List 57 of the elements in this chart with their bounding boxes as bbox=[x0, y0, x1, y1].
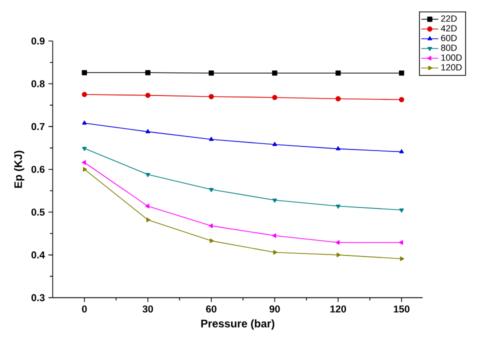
y-tick-label: 0.7 bbox=[31, 123, 44, 130]
point bbox=[208, 224, 213, 228]
point bbox=[82, 146, 87, 151]
point bbox=[398, 70, 404, 76]
point bbox=[336, 146, 340, 150]
point bbox=[336, 204, 340, 209]
y-tick-label: 0.6 bbox=[31, 166, 45, 173]
y-tick-label: 0.4 bbox=[31, 251, 45, 258]
point bbox=[145, 204, 150, 208]
x-axis-title: Pressure (bar) bbox=[201, 319, 274, 330]
point bbox=[398, 240, 404, 245]
legend-label: 22D bbox=[441, 15, 457, 22]
point bbox=[82, 167, 88, 172]
point bbox=[210, 238, 214, 244]
y-tick-label: 0.9 bbox=[31, 37, 45, 45]
y-tick-label: 0.5 bbox=[31, 208, 45, 216]
point bbox=[208, 94, 214, 100]
legend-label: 100D bbox=[441, 54, 462, 61]
y-axis-title: Ep (KJ) bbox=[14, 150, 24, 188]
x-tick-label: 120 bbox=[330, 305, 346, 313]
y-tick-label: 0.8 bbox=[31, 80, 45, 88]
point bbox=[208, 188, 214, 192]
x-tick-label: 0 bbox=[82, 305, 87, 313]
point bbox=[145, 92, 150, 98]
point bbox=[399, 208, 404, 213]
point bbox=[400, 256, 404, 262]
x-tick-label: 30 bbox=[142, 305, 153, 313]
point bbox=[336, 240, 340, 245]
point bbox=[399, 149, 404, 154]
point bbox=[273, 250, 278, 255]
x-tick-label: 90 bbox=[270, 305, 280, 313]
point bbox=[145, 70, 150, 76]
point bbox=[208, 136, 214, 141]
point bbox=[82, 92, 88, 98]
point bbox=[272, 198, 278, 203]
legend-label: 120D bbox=[441, 64, 462, 70]
point bbox=[146, 129, 150, 134]
point bbox=[272, 142, 278, 146]
legend-label: 42D bbox=[440, 25, 457, 32]
point bbox=[336, 252, 341, 258]
point bbox=[82, 70, 88, 76]
point bbox=[336, 70, 341, 76]
point bbox=[336, 96, 341, 102]
point bbox=[82, 160, 86, 165]
point bbox=[398, 97, 404, 102]
y-tick-label: 0.3 bbox=[31, 294, 45, 302]
point bbox=[272, 70, 278, 76]
point bbox=[146, 218, 150, 222]
point bbox=[82, 120, 87, 125]
point bbox=[272, 94, 278, 100]
x-tick-label: 150 bbox=[394, 305, 410, 313]
legend-label: 80D bbox=[441, 44, 457, 51]
legend-label: 60D bbox=[441, 34, 457, 42]
x-tick-label: 60 bbox=[206, 305, 216, 313]
point bbox=[146, 172, 150, 178]
point bbox=[208, 70, 214, 76]
point bbox=[272, 233, 276, 238]
